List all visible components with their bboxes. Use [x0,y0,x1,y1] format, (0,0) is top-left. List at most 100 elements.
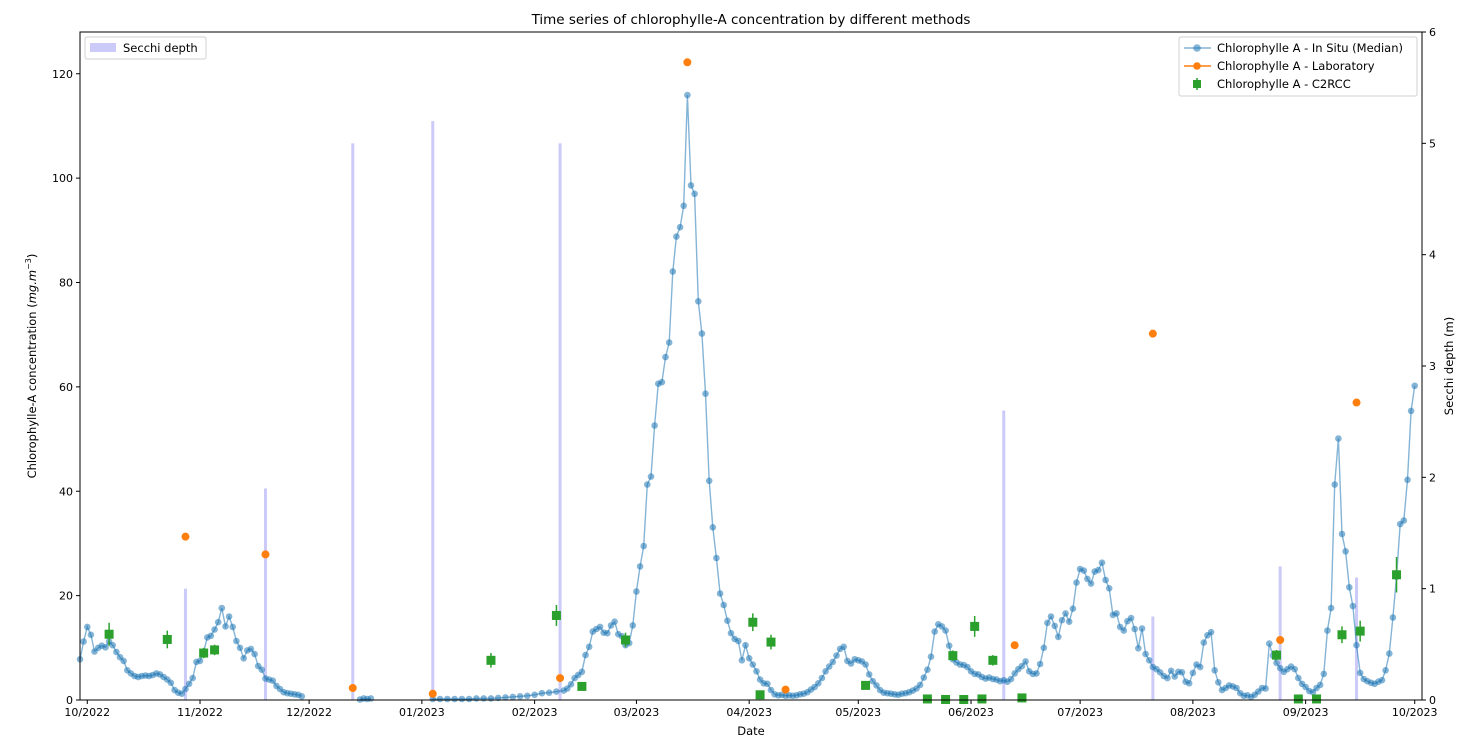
x-tick-label: 09/2023 [1283,706,1329,719]
insitu-point [662,353,669,361]
c2rcc-point [941,694,951,704]
insitu-point [1342,548,1349,555]
insitu-point [240,655,247,662]
x-tick-label: 11/2022 [177,706,223,719]
insitu-point [436,695,444,703]
c2rcc-point [922,694,932,704]
insitu-point [182,685,189,693]
y-axis-label: Chlorophylle-A concentration (mg.m−3) [24,254,39,479]
insitu-point [749,661,757,668]
insitu-point [687,182,695,189]
y2-tick-label: 1 [1429,583,1436,596]
insitu-point [247,645,255,653]
insitu-point [1200,639,1208,646]
insitu-point [269,677,277,684]
insitu-point [1040,644,1048,652]
x-tick-label: 01/2023 [399,706,445,719]
insitu-point [1127,614,1135,622]
insitu-point [1167,667,1175,675]
insitu-point [676,223,684,231]
insitu-point [1331,481,1338,488]
c2rcc-point [210,645,220,655]
insitu-point [1266,640,1273,647]
insitu-point [742,641,749,649]
insitu-point [927,653,935,660]
laboratory-point [781,685,790,694]
insitu-point [1058,616,1066,624]
insitu-point [553,688,560,695]
insitu-point [207,632,215,640]
insitu-point [647,473,655,480]
insitu-point [1120,627,1128,634]
secchi-bar [1278,566,1282,700]
insitu-point [636,563,644,570]
insitu-point [1185,680,1193,687]
legend-secchi-swatch [90,43,116,52]
insitu-point [218,604,226,612]
insitu-point [109,641,116,649]
legend-insitu-label: Chlorophylle A - In Situ (Median) [1217,41,1403,55]
x-tick-label: 04/2023 [726,706,772,719]
c2rcc-point [861,680,871,690]
insitu-point [815,680,822,687]
insitu-point [833,652,840,659]
insitu-point [629,622,637,629]
insitu-point [931,628,938,635]
insitu-point [1022,658,1029,665]
laboratory-point [181,532,190,541]
insitu-point [1033,670,1040,677]
c2rcc-point [988,655,998,665]
y-tick-label: 120 [52,68,73,81]
insitu-point [236,644,244,652]
y-axis-right: 0 1 2 3 4 5 6 [1422,26,1436,707]
insitu-point [578,668,586,676]
insitu-point [196,657,204,665]
insitu-point [585,643,593,651]
insitu-point [840,643,847,651]
insitu-point [1087,580,1095,587]
secchi-bar [1002,410,1006,700]
insitu-point [1102,576,1109,584]
insitu-point [596,623,604,631]
c2rcc-point [162,634,172,644]
secchi-bar [351,143,355,701]
insitu-point [669,268,677,275]
insitu-point [1051,622,1058,630]
c2rcc-point [1272,650,1282,660]
x-tick-label: 12/2022 [286,706,332,719]
insitu-point [1386,650,1393,657]
x-tick-label: 02/2023 [512,706,558,719]
insitu-point [1131,625,1138,633]
y-tick-label: 0 [66,694,73,707]
insitu-point [487,695,495,702]
c2rcc-point [977,694,987,704]
insitu-point [120,657,127,665]
laboratory-point [1148,329,1157,338]
insitu-point [473,695,480,702]
insitu-point [865,671,873,678]
insitu-point [251,650,258,658]
legend-secchi-label: Secchi depth [123,41,198,55]
legend-left-box [84,36,207,60]
insitu-point [1356,669,1364,677]
insitu-point [502,694,509,701]
y-tick-label: 60 [59,381,73,394]
insitu-point [916,681,924,689]
insitu-point [1164,674,1171,682]
insitu-point [702,390,709,398]
insitu-point [545,689,553,696]
insitu-point [873,682,880,689]
insitu-point [1404,476,1411,484]
insitu-point [753,668,760,675]
c2rcc-point [948,651,958,661]
legend-lab-label: Chlorophylle A - Laboratory [1217,59,1375,73]
y2-tick-label: 4 [1429,249,1436,262]
insitu-point [1295,674,1302,682]
insitu-point [1382,667,1389,674]
insitu-point [611,618,618,625]
insitu-point [538,689,546,697]
insitu-point [640,542,647,550]
insitu-point [738,657,746,664]
insitu-point [1400,517,1408,524]
